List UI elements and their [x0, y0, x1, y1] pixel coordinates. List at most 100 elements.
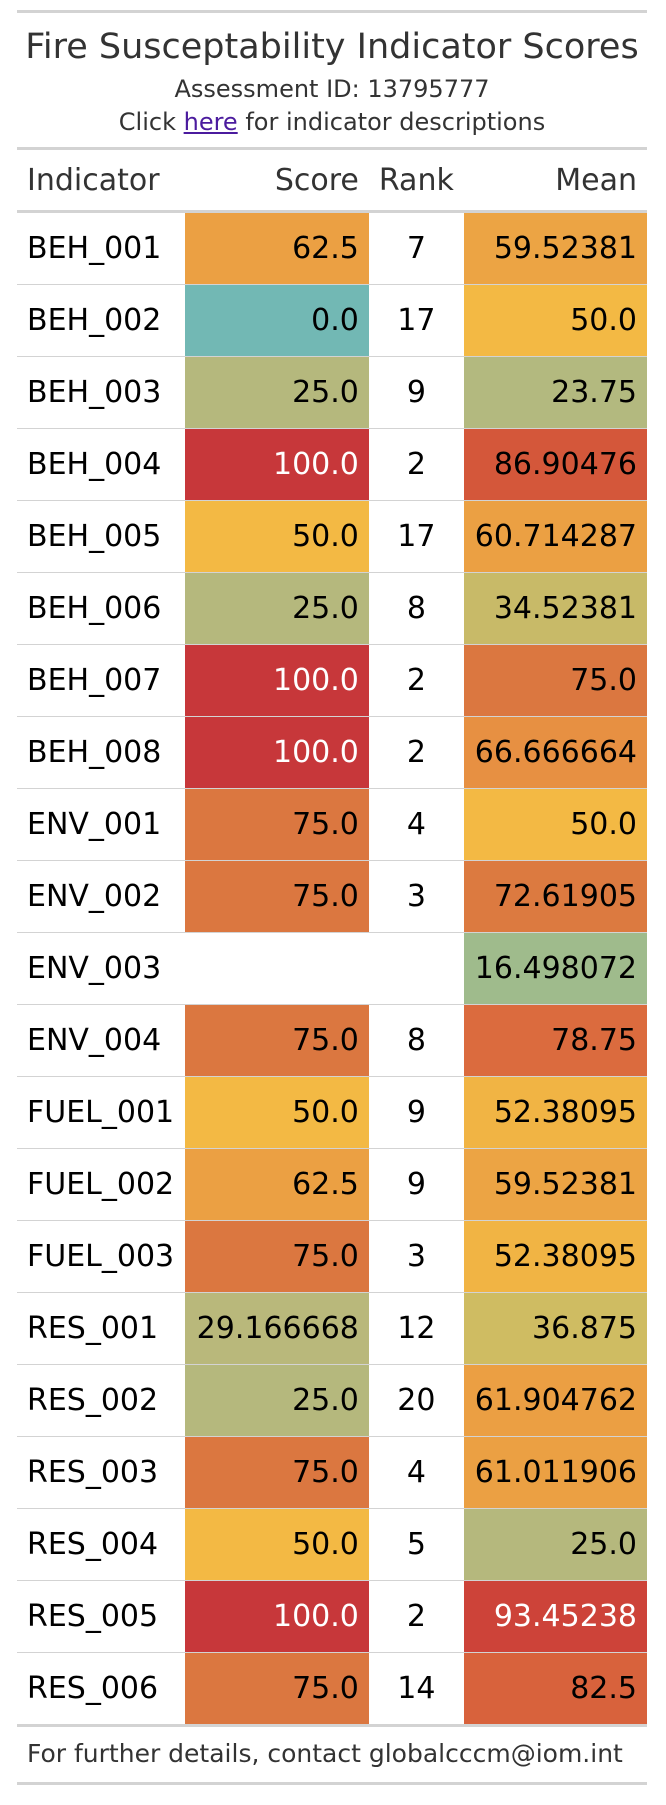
score-cell: 29.166668 [185, 1292, 369, 1365]
score-cell: 75.0 [185, 860, 369, 933]
row: BEH_007 100.0 2 75.0 [17, 644, 647, 717]
indicator-cell: RES_006 [17, 1652, 186, 1724]
row: ENV_001 75.0 4 50.0 [17, 788, 647, 861]
header-row: Indicator Score Rank Mean [17, 147, 647, 213]
rank-cell: 2 [368, 428, 464, 501]
indicator-cell: BEH_007 [17, 644, 186, 717]
score-cell: 75.0 [185, 1652, 369, 1724]
indicator-cell: RES_001 [17, 1292, 186, 1365]
rank-cell: 17 [368, 284, 464, 357]
rank-cell: 4 [368, 1436, 464, 1509]
rank-cell: 5 [368, 1508, 464, 1581]
rank-cell: 9 [368, 1148, 464, 1221]
link[interactable]: here [183, 108, 238, 136]
table-container: Fire Susceptability Indicator Scores Ass… [17, 10, 647, 1785]
subtitle: Assessment ID: 13795777 [174, 75, 490, 103]
score-cell: 62.5 [185, 1148, 369, 1221]
mean-cell: 75.0 [463, 644, 647, 717]
row: RES_006 75.0 14 82.5 [17, 1652, 647, 1724]
indicator-cell: BEH_004 [17, 428, 186, 501]
mean-cell: 72.61905 [463, 860, 647, 933]
score-cell: 75.0 [185, 1004, 369, 1077]
mean-cell: 34.52381 [463, 572, 647, 645]
score-cell: 25.0 [185, 572, 369, 645]
rank-cell: 14 [368, 1652, 464, 1724]
rank-cell: 2 [368, 644, 464, 717]
row: BEH_004 100.0 2 86.90476 [17, 428, 647, 501]
link-prefix: Click [118, 108, 176, 136]
mean-cell: 16.498072 [463, 932, 647, 1005]
indicator-cell: RES_002 [17, 1364, 186, 1437]
title: Fire Susceptability Indicator Scores [25, 27, 639, 67]
indicator-cell: RES_004 [17, 1508, 186, 1581]
row: FUEL_002 62.5 9 59.52381 [17, 1148, 647, 1221]
mean-cell: 66.666664 [463, 716, 647, 789]
row: BEH_005 50.0 17 60.714287 [17, 500, 647, 573]
indicator-cell: BEH_002 [17, 284, 186, 357]
mean-cell: 59.52381 [463, 1148, 647, 1221]
mean-cell: 36.875 [463, 1292, 647, 1365]
score-cell: 50.0 [185, 500, 369, 573]
score-cell: 25.0 [185, 1364, 369, 1437]
mean-cell: 50.0 [463, 284, 647, 357]
score-cell: 25.0 [185, 356, 369, 429]
indicator-cell: RES_003 [17, 1436, 186, 1509]
indicator-cell: BEH_008 [17, 716, 186, 789]
rank-cell [368, 932, 464, 1005]
indicator-cell: BEH_003 [17, 356, 186, 429]
rank-cell: 3 [368, 1220, 464, 1293]
score-cell: 50.0 [185, 1508, 369, 1581]
score-cell: 100.0 [185, 644, 369, 717]
indicator-cell: FUEL_001 [17, 1076, 186, 1149]
score-cell: 100.0 [185, 428, 369, 501]
row: BEH_002 0.0 17 50.0 [17, 284, 647, 357]
mean-cell: 59.52381 [463, 211, 647, 285]
row: ENV_002 75.0 3 72.61905 [17, 860, 647, 933]
score-cell: 75.0 [185, 788, 369, 861]
indicator-cell: FUEL_002 [17, 1148, 186, 1221]
column-header: Score [185, 147, 369, 213]
indicator-cell: BEH_001 [17, 211, 186, 285]
rank-cell: 9 [368, 1076, 464, 1149]
mean-cell: 86.90476 [463, 428, 647, 501]
indicator-cell: BEH_006 [17, 572, 186, 645]
score-cell: 100.0 [185, 1580, 369, 1653]
row: RES_002 25.0 20 61.904762 [17, 1364, 647, 1437]
rank-cell: 4 [368, 788, 464, 861]
column-header: Rank [368, 147, 464, 213]
footer: For further details, contact globalcccm@… [17, 1724, 647, 1782]
mean-cell: 50.0 [463, 788, 647, 861]
score-cell: 75.0 [185, 1220, 369, 1293]
row: FUEL_003 75.0 3 52.38095 [17, 1220, 647, 1293]
row: RES_005 100.0 2 93.45238 [17, 1580, 647, 1653]
mean-cell: 61.904762 [463, 1364, 647, 1437]
indicator-cell: RES_005 [17, 1580, 186, 1653]
rank-cell: 7 [368, 211, 464, 285]
indicator-cell: ENV_003 [17, 932, 186, 1005]
rank-cell: 8 [368, 572, 464, 645]
rank-cell: 20 [368, 1364, 464, 1437]
mean-cell: 82.5 [463, 1652, 647, 1724]
indicator-cell: ENV_004 [17, 1004, 186, 1077]
score-cell: 75.0 [185, 1436, 369, 1509]
row: FUEL_001 50.0 9 52.38095 [17, 1076, 647, 1149]
row: BEH_008 100.0 2 66.666664 [17, 716, 647, 789]
mean-cell: 25.0 [463, 1508, 647, 1581]
mean-cell: 93.45238 [463, 1580, 647, 1653]
mean-cell: 61.011906 [463, 1436, 647, 1509]
row: BEH_003 25.0 9 23.75 [17, 356, 647, 429]
indicator-cell: FUEL_003 [17, 1220, 186, 1293]
row: RES_004 50.0 5 25.0 [17, 1508, 647, 1581]
row: ENV_004 75.0 8 78.75 [17, 1004, 647, 1077]
indicator-cell: BEH_005 [17, 500, 186, 573]
table: Indicator Score Rank Mean BEH_001 62.5 7 59… [17, 147, 647, 1724]
mean-cell: 52.38095 [463, 1076, 647, 1149]
rank-cell: 8 [368, 1004, 464, 1077]
indicator-cell: ENV_001 [17, 788, 186, 861]
indicator-cell: ENV_002 [17, 860, 186, 933]
column-header: Mean [463, 147, 647, 213]
rank-cell: 17 [368, 500, 464, 573]
link-suffix: for indicator descriptions [245, 108, 546, 136]
row: ENV_003 16.498072 [17, 932, 647, 1005]
